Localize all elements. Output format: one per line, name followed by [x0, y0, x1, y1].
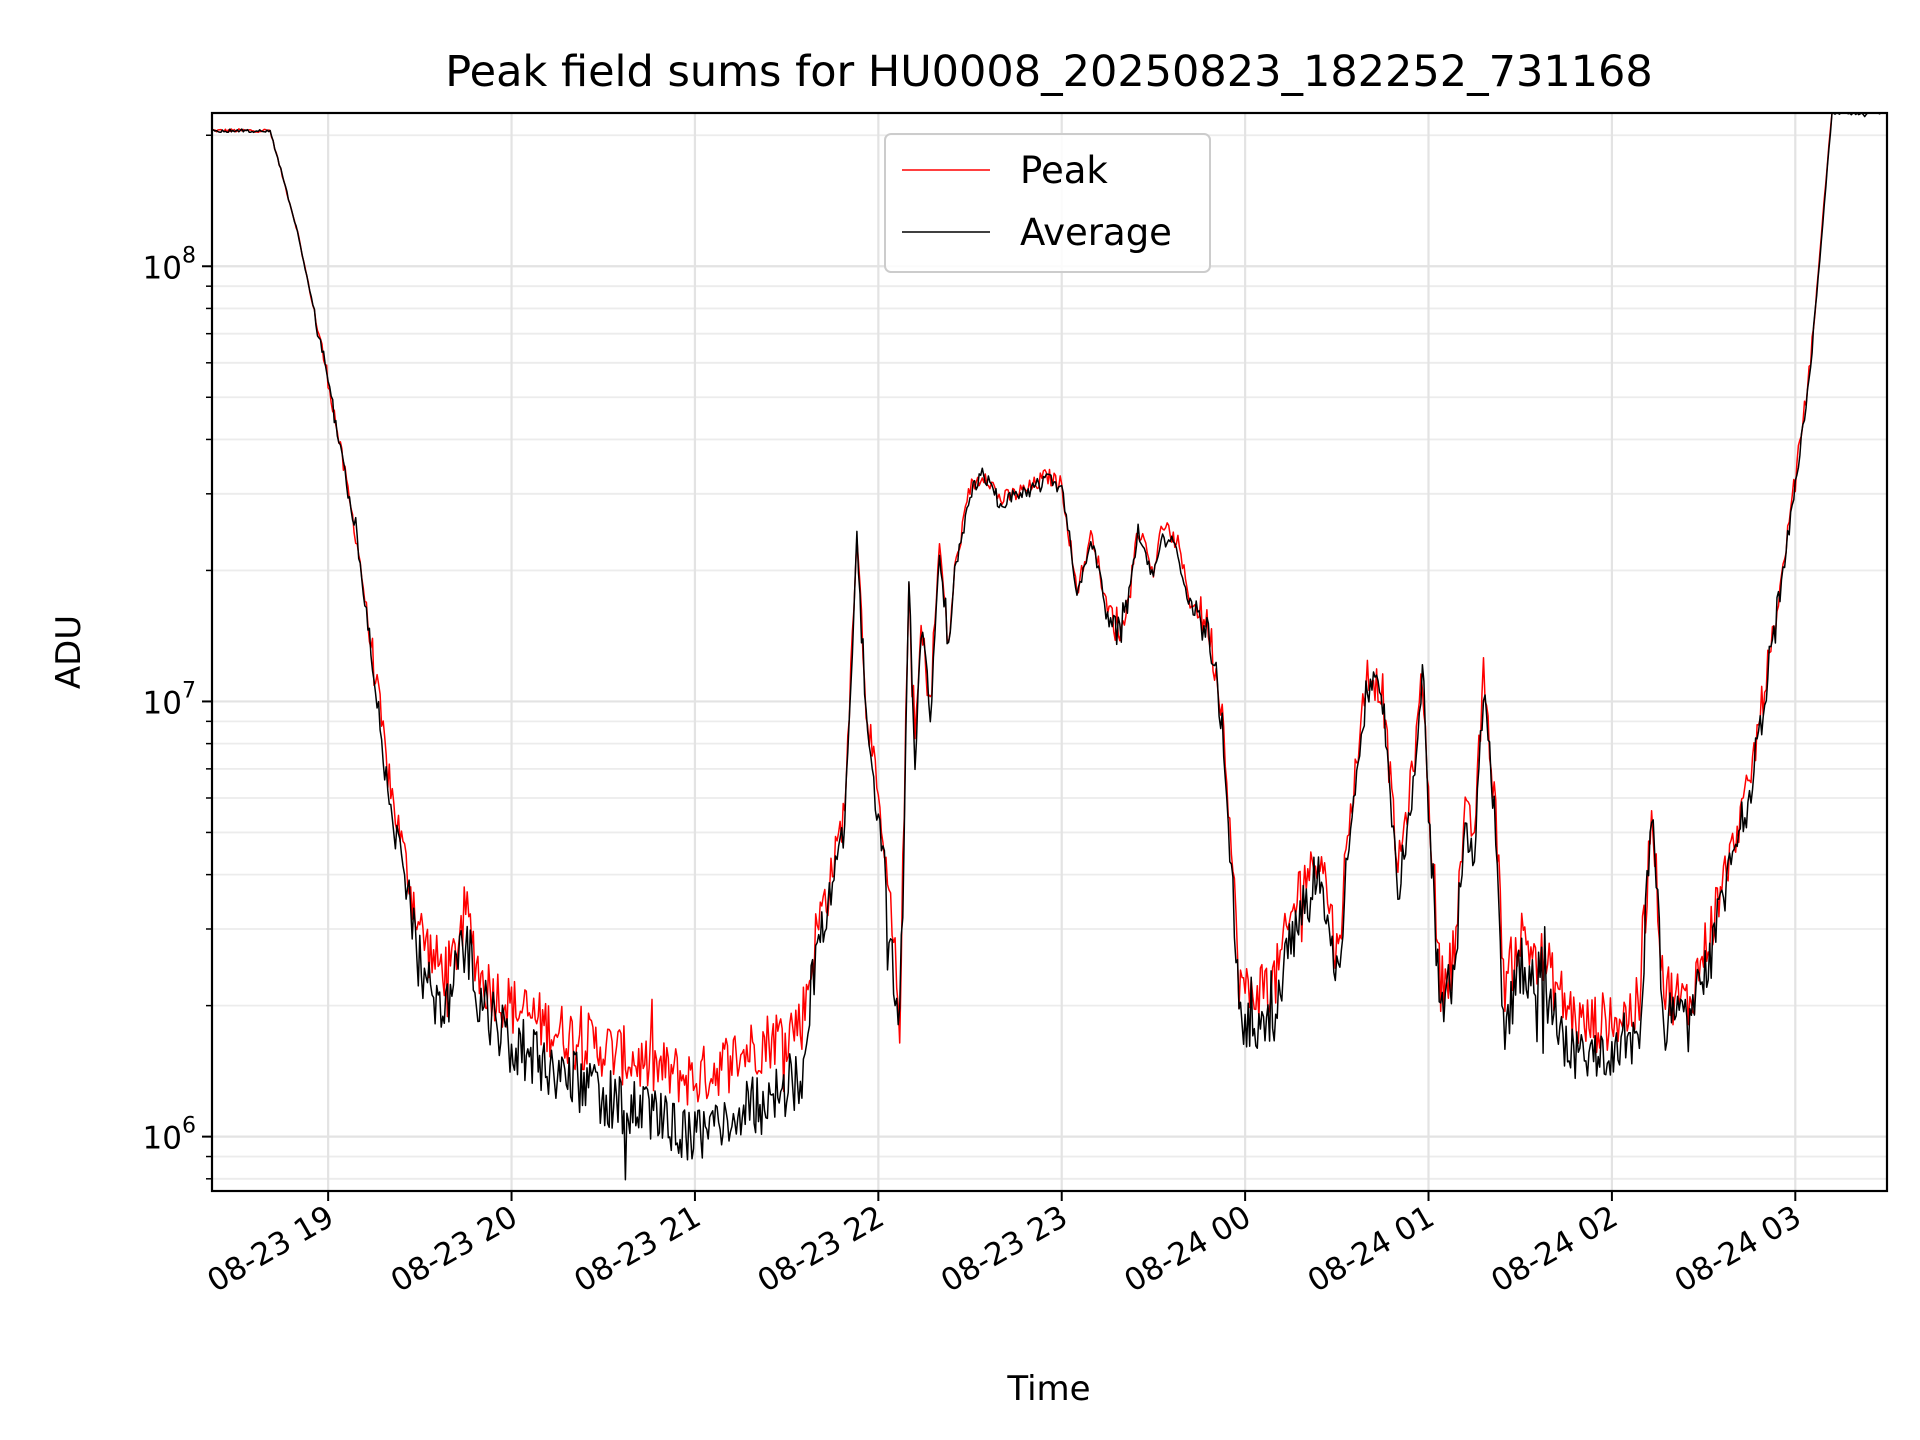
x-axis-label: Time: [1006, 1369, 1090, 1409]
series-layer: [211, 112, 1887, 1181]
y-tick-exponent: 6: [182, 1114, 196, 1139]
y-axis-label: ADU: [49, 615, 89, 689]
y-tick-base: 10: [143, 685, 182, 721]
chart-title: Peak field sums for HU0008_20250823_1822…: [445, 47, 1653, 97]
legend-label-average: Average: [1020, 211, 1172, 254]
y-tick-label: 107: [143, 678, 196, 721]
y-tick-exponent: 8: [182, 243, 196, 268]
y-tick-base: 10: [143, 1121, 182, 1157]
y-tick-label: 106: [143, 1114, 196, 1157]
y-tick-exponent: 7: [182, 678, 196, 703]
series-line-average: [211, 112, 1887, 1181]
y-tick-label: 108: [143, 243, 196, 286]
legend-label-peak: Peak: [1020, 149, 1108, 192]
y-tick-base: 10: [143, 250, 182, 286]
legend-box: [884, 133, 1211, 273]
legend: Peak Average: [884, 133, 1211, 273]
plot-frame: [210, 111, 1889, 1193]
